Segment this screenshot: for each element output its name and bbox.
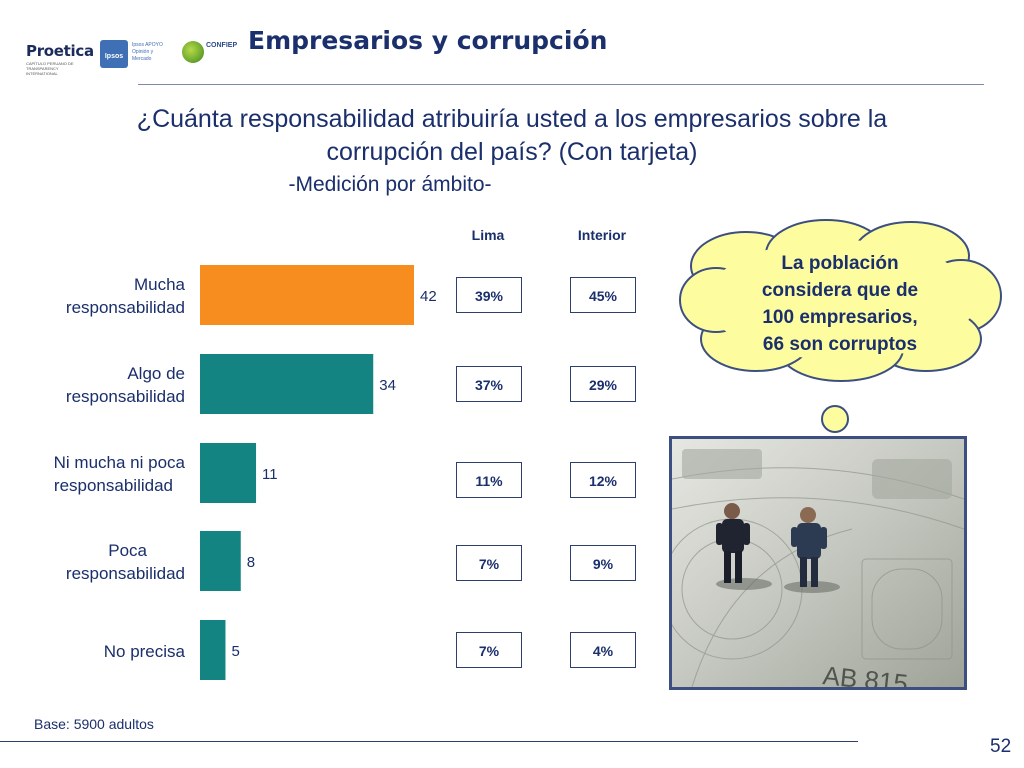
category-label: Ni mucha ni poca responsabilidad (20, 451, 185, 497)
category-label: No precisa (20, 640, 185, 663)
page-number: 52 (990, 736, 1012, 757)
proetica-logo: Proetica CAPÍTULO PERUANO DE TRANSPARENC… (26, 42, 94, 76)
bar-2 (200, 354, 374, 414)
category-label-line: Mucha (133, 275, 185, 294)
thought-cloud (679, 219, 1002, 382)
thought-bubble-large (821, 405, 849, 433)
bar-1 (200, 265, 414, 325)
category-label-line: responsabilidad (65, 298, 185, 317)
bar-value-label: 5 (231, 643, 239, 660)
category-label-line: responsabilidad (53, 476, 173, 495)
column-header-lima: Lima (471, 227, 505, 243)
base-note: Base: 5900 adultos (34, 716, 154, 732)
category-label-line: responsabilidad (65, 564, 185, 583)
category-label: Algo de responsabilidad (20, 362, 185, 408)
bar-3 (200, 443, 257, 503)
column-header-interior: Interior (577, 227, 627, 243)
callout-line: 66 son corruptos (762, 334, 918, 355)
bar-value-label: 11 (262, 466, 278, 483)
confiep-logo-text: CONFIEP (206, 42, 238, 49)
bar-value-label: 8 (247, 554, 255, 571)
question-subtitle: -Medición por ámbito- (288, 173, 492, 196)
interior-percent-box: 4% (570, 632, 636, 668)
lima-percent-box: 7% (456, 545, 522, 581)
ipsos-apoyo-text: Ipsos APOYO Opinión y Mercado (132, 42, 163, 62)
callout-line: La población (781, 253, 899, 274)
callout-line: considera que de (761, 280, 919, 301)
category-label-line: No precisa (103, 642, 185, 661)
survey-question: ¿Cuánta responsabilidad atribuiría usted… (40, 103, 984, 169)
proetica-logo-text: Proetica (26, 42, 94, 60)
lima-percent-box: 37% (456, 366, 522, 402)
businessmen-banknote-photo: AB 815 (669, 436, 967, 690)
category-label: Mucha responsabilidad (20, 273, 185, 319)
category-label-line: Poca (108, 541, 147, 560)
confiep-swirl-icon (182, 41, 204, 63)
interior-percent-box: 29% (570, 366, 636, 402)
question-line-1: ¿Cuánta responsabilidad atribuiría usted… (136, 105, 888, 133)
interior-percent-box: 12% (570, 462, 636, 498)
interior-percent-box: 45% (570, 277, 636, 313)
callout-line: 100 empresarios, (762, 307, 918, 328)
ipsos-logo-text: Ipsos (104, 53, 124, 60)
bar-value-label: 34 (379, 377, 396, 394)
slide-title: Empresarios y corrupción (248, 26, 608, 55)
title-divider (138, 84, 984, 85)
lima-percent-box: 11% (456, 462, 522, 498)
confiep-logo: CONFIEP (182, 37, 244, 67)
callout-text: La población considera que de 100 empres… (714, 250, 966, 358)
category-label: Poca responsabilidad (20, 539, 185, 585)
question-line-2: corrupción del país? (Con tarjeta) (326, 138, 698, 166)
bar-chart: 42 34 11 8 5 (200, 265, 437, 680)
photo-illustration: AB 815 (672, 439, 964, 687)
businessman-figure-2 (791, 507, 827, 587)
category-label-line: Ni mucha ni poca (53, 453, 185, 472)
bar-4 (200, 531, 241, 591)
bar-5 (200, 620, 226, 680)
category-label-line: responsabilidad (65, 387, 185, 406)
lima-percent-box: 7% (456, 632, 522, 668)
proetica-logo-subtitle: CAPÍTULO PERUANO DE TRANSPARENCY INTERNA… (26, 61, 74, 76)
category-label-line: Algo de (127, 364, 185, 383)
footer-divider (0, 741, 858, 742)
interior-percent-box: 9% (570, 545, 636, 581)
ipsos-logo: Ipsos (100, 40, 128, 68)
lima-percent-box: 39% (456, 277, 522, 313)
businessman-figure-1 (716, 503, 750, 583)
bar-value-label: 42 (420, 288, 437, 305)
